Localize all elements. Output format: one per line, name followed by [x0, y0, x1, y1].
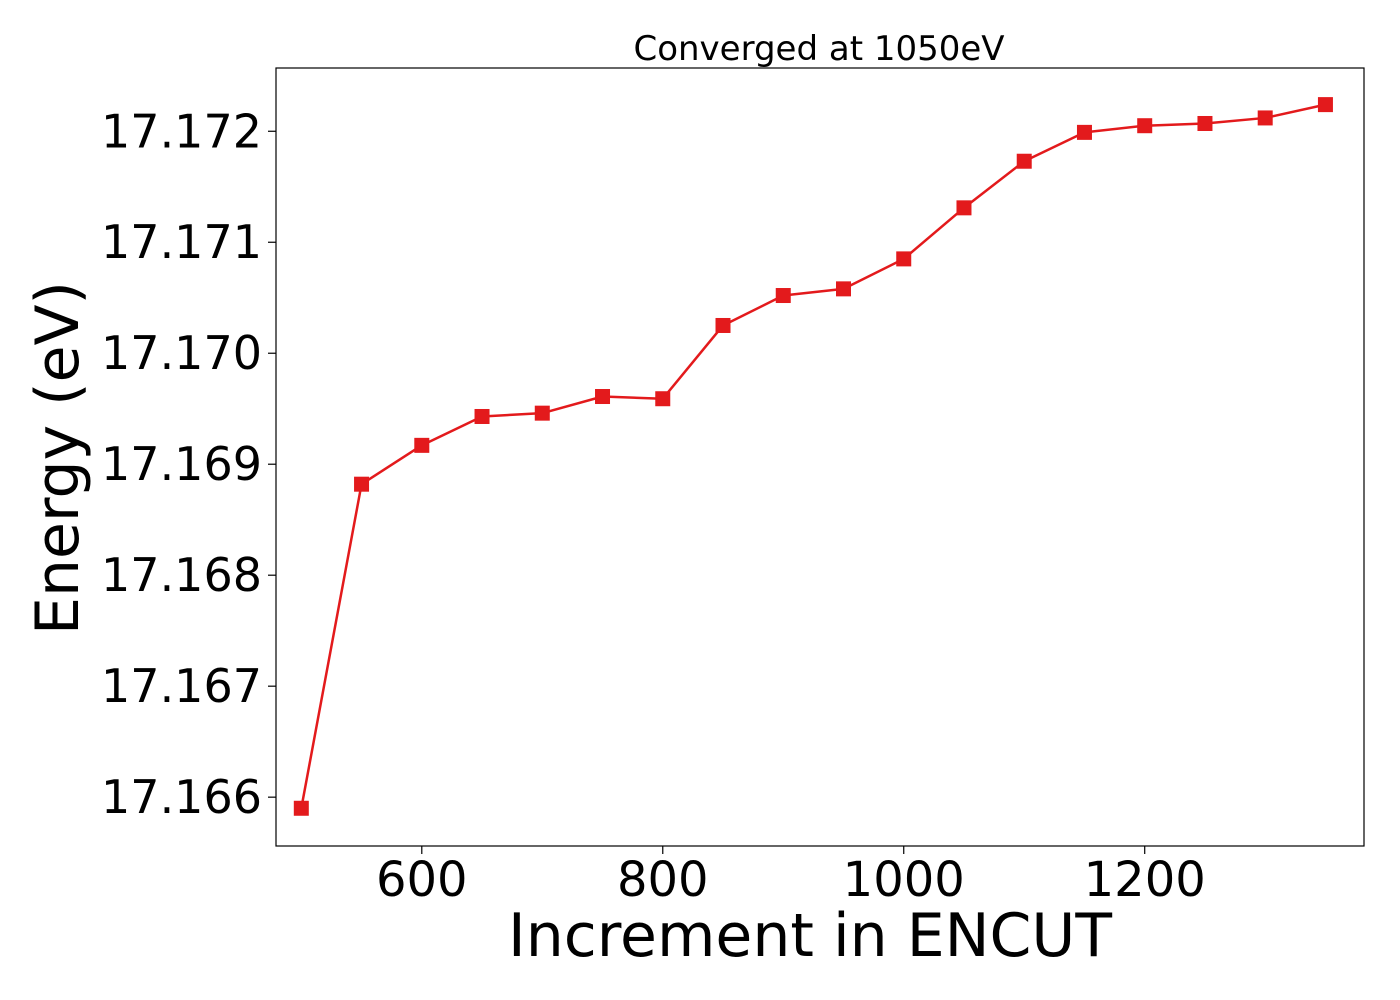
y-tick-label: 17.172 — [101, 104, 262, 158]
data-point — [775, 288, 791, 304]
y-tick-label: 17.167 — [101, 659, 262, 713]
x-axis-label: Increment in ENCUT — [508, 901, 1112, 971]
chart-title: Converged at 1050eV — [633, 29, 1004, 69]
data-point — [836, 281, 851, 297]
axes: 600 800 1000 1200 17.166 17.167 17.168 17.169 17… — [101, 67, 1365, 908]
x-tick-label: 1000 — [843, 852, 965, 908]
y-tick-label: 17.166 — [101, 770, 262, 824]
x-tick-label: 800 — [617, 852, 709, 908]
series-line — [300, 103, 1326, 809]
data-point — [1137, 118, 1153, 134]
data-point — [655, 391, 671, 407]
plot-area — [293, 97, 1333, 816]
data-point — [1197, 115, 1213, 131]
data-point — [293, 800, 309, 816]
data-point — [956, 200, 972, 216]
data-point — [414, 437, 430, 453]
x-tick-label: 1200 — [1084, 852, 1206, 908]
y-tick-label: 17.168 — [101, 548, 262, 602]
data-point — [1317, 97, 1333, 113]
plot-frame — [275, 67, 1365, 847]
x-tick-label: 600 — [376, 852, 468, 908]
data-point — [896, 251, 912, 267]
y-tick-label: 17.169 — [101, 437, 262, 491]
data-point — [595, 389, 611, 405]
data-point — [1076, 124, 1092, 140]
y-tick-label: 17.171 — [101, 215, 262, 269]
y-axis-label: Energy (eV) — [23, 281, 93, 635]
data-point — [715, 317, 731, 333]
data-point — [354, 476, 370, 492]
data-point — [474, 408, 490, 424]
y-tick-label: 17.170 — [101, 326, 262, 380]
data-point — [534, 405, 550, 421]
data-point — [1016, 153, 1032, 169]
data-point — [1257, 110, 1273, 126]
